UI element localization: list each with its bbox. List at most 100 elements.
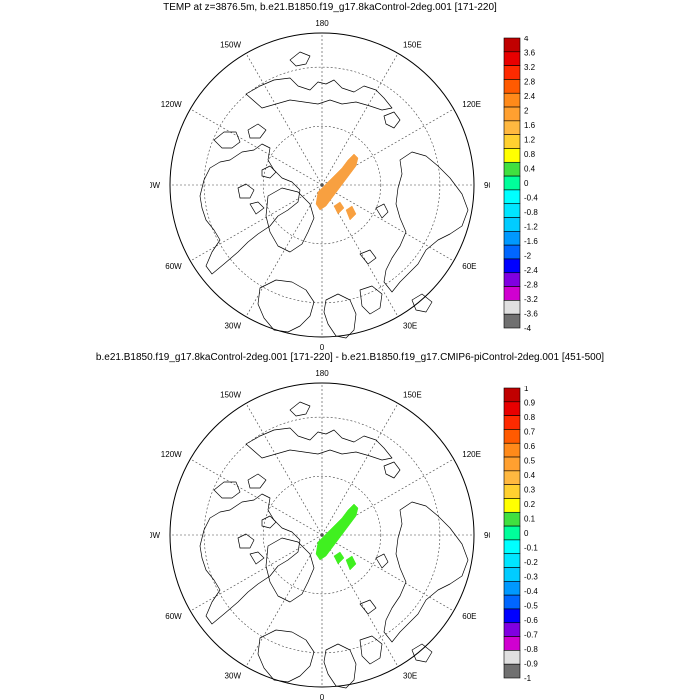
colorbar-top: 4 3.6 3.2 2.8 2.4 2 1.6 1.2 0.8 0.4 0 -0.4 -0.8 -1.2 -… <box>503 36 538 333</box>
colorbar-label: 0.1 <box>524 515 536 524</box>
longitude-label: 180 <box>315 370 329 378</box>
colorbar-box <box>503 622 521 637</box>
meridian-line <box>245 534 323 667</box>
colorbar-label: 0.4 <box>524 165 536 174</box>
coastline <box>199 493 301 625</box>
longitude-label: 90W <box>150 531 160 540</box>
colorbar-label: -1 <box>524 674 532 683</box>
longitude-label: 90W <box>150 181 160 190</box>
anomaly-patch <box>345 555 357 571</box>
latitude-circle <box>262 125 382 245</box>
colorbar-box <box>503 92 521 108</box>
colorbar-box <box>503 650 521 665</box>
colorbar-label: 3.6 <box>524 49 536 58</box>
longitude-label: 60E <box>462 612 476 621</box>
anomaly-patch <box>315 153 359 211</box>
colorbar-box <box>503 65 521 80</box>
coastline <box>213 131 241 149</box>
longitude-labels: 180 150E 120E 90E 60E 30E 0 30W 60W 90W 120W 150W <box>150 370 490 700</box>
map-boundary <box>169 382 475 688</box>
colorbar-label: 0.5 <box>524 457 536 466</box>
longitude-label: 180 <box>315 20 329 28</box>
coastline <box>257 279 315 333</box>
colorbar-label: -0.1 <box>524 544 538 553</box>
coastline <box>237 533 255 549</box>
coastline <box>411 643 433 663</box>
colorbar-box <box>503 161 521 177</box>
meridian-line <box>321 403 399 536</box>
meridian-line <box>190 534 323 612</box>
coastline <box>359 599 377 615</box>
colorbar-label: 0.3 <box>524 486 536 495</box>
colorbar-box <box>503 203 521 218</box>
panel-top-title: TEMP at z=3876.5m, b.e21.B1850.f19_g17.8… <box>163 2 497 13</box>
coastline <box>289 401 311 417</box>
coastline <box>289 51 311 67</box>
colorbar-label: -2.8 <box>524 281 538 290</box>
coastline <box>199 143 301 275</box>
coastline <box>383 111 401 129</box>
colorbar-box <box>503 148 521 163</box>
colorbar-box <box>503 456 521 472</box>
colorbar-box <box>503 442 521 458</box>
colorbar-box <box>503 498 521 513</box>
colorbar-box <box>503 272 521 287</box>
longitude-label: 150W <box>220 391 241 400</box>
coastline <box>359 249 377 265</box>
longitude-label: 30W <box>225 321 242 330</box>
coastline <box>245 427 393 461</box>
coastline <box>249 201 265 215</box>
coastline <box>375 203 389 219</box>
colorbar-box <box>503 594 521 610</box>
colorbar-label: 1 <box>524 386 529 393</box>
colorbar-label: 0.8 <box>524 150 536 159</box>
colorbar-label: 2.8 <box>524 78 536 87</box>
polar-map-bottom: 180 150E 120E 90E 60E 30E 0 30W 60W 90W 120W 150W <box>150 370 490 700</box>
longitude-label: 30E <box>403 671 417 680</box>
colorbar-box <box>503 258 521 274</box>
colorbar-label: -0.6 <box>524 616 538 625</box>
colorbar-box <box>503 51 521 66</box>
colorbar-label: -0.8 <box>524 208 538 217</box>
coastline <box>359 285 383 315</box>
colorbar-box <box>503 553 521 568</box>
colorbar-box <box>503 636 521 651</box>
coastline <box>323 643 357 689</box>
colorbar-label: -0.2 <box>524 558 538 567</box>
colorbar-box <box>503 106 521 122</box>
meridian-line <box>321 534 399 667</box>
colorbar-label: 0.2 <box>524 500 536 509</box>
colorbar-box <box>503 217 521 232</box>
colorbar-label: 3.2 <box>524 63 536 72</box>
colorbar-box <box>503 231 521 246</box>
colorbar-label: 0.8 <box>524 413 536 422</box>
meridian-line <box>190 108 323 186</box>
anomaly-region <box>315 503 359 571</box>
colorbar-label: 2.4 <box>524 92 536 101</box>
colorbar-label: 1.2 <box>524 136 536 145</box>
panel-bottom-title: b.e21.B1850.f19_g17.8kaControl-2deg.001 … <box>95 352 605 363</box>
colorbar-label: -0.4 <box>524 587 538 596</box>
longitude-label: 0 <box>320 693 325 700</box>
colorbar-label: 0 <box>524 529 529 538</box>
colorbar-box <box>503 525 521 541</box>
longitude-label: 120E <box>462 450 481 459</box>
coastlines <box>199 51 469 339</box>
coastline <box>237 183 255 199</box>
colorbar-label: -0.7 <box>524 631 538 640</box>
anomaly-patch <box>345 205 357 221</box>
colorbar-label: -1.6 <box>524 237 538 246</box>
colorbar-box <box>503 387 521 403</box>
colorbar-label: -0.8 <box>524 645 538 654</box>
colorbar-box <box>503 401 521 416</box>
colorbar-label: -0.5 <box>524 602 538 611</box>
colorbar-box <box>503 134 521 149</box>
meridian-line <box>190 458 323 536</box>
meridian-line <box>321 534 454 612</box>
anomaly-patch <box>333 551 345 565</box>
colorbar-box <box>503 663 521 679</box>
longitude-label: 120E <box>462 100 481 109</box>
coastline <box>265 187 315 253</box>
colorbar-label: -1.2 <box>524 223 538 232</box>
colorbar-label: -3.2 <box>524 295 538 304</box>
